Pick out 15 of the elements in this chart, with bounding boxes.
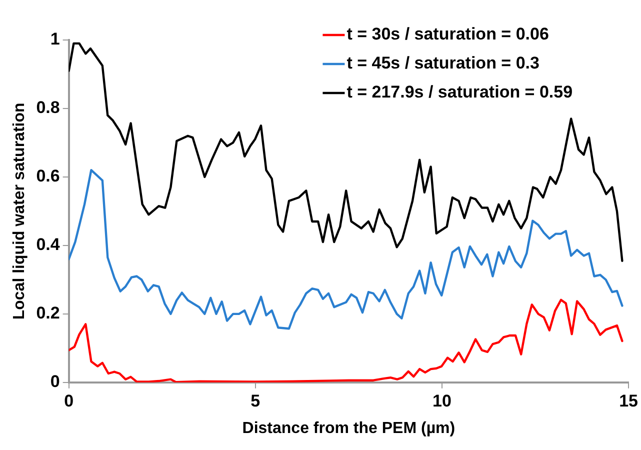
- legend-label: t = 45s / saturation = 0.3: [346, 54, 540, 73]
- x-tick-label: 10: [432, 391, 452, 410]
- y-tick-label: 0: [50, 372, 60, 392]
- legend-label: t = 217.9s / saturation = 0.59: [346, 82, 573, 102]
- y-tick-label: 1: [50, 30, 60, 49]
- x-tick-label: 5: [250, 391, 260, 410]
- x-axis-title: Distance from the PEM (µm): [242, 420, 456, 437]
- y-tick-label: 0.4: [36, 235, 60, 254]
- y-axis-title: Local liquid water saturation: [11, 102, 28, 320]
- y-tick-label: 0.2: [36, 304, 60, 323]
- y-tick-label: 0.6: [36, 166, 60, 186]
- x-tick-label: 0: [64, 391, 74, 410]
- x-tick-label: 15: [619, 391, 638, 410]
- y-tick-label: 0.8: [36, 98, 60, 118]
- legend-label: t = 30s / saturation = 0.06: [346, 24, 549, 44]
